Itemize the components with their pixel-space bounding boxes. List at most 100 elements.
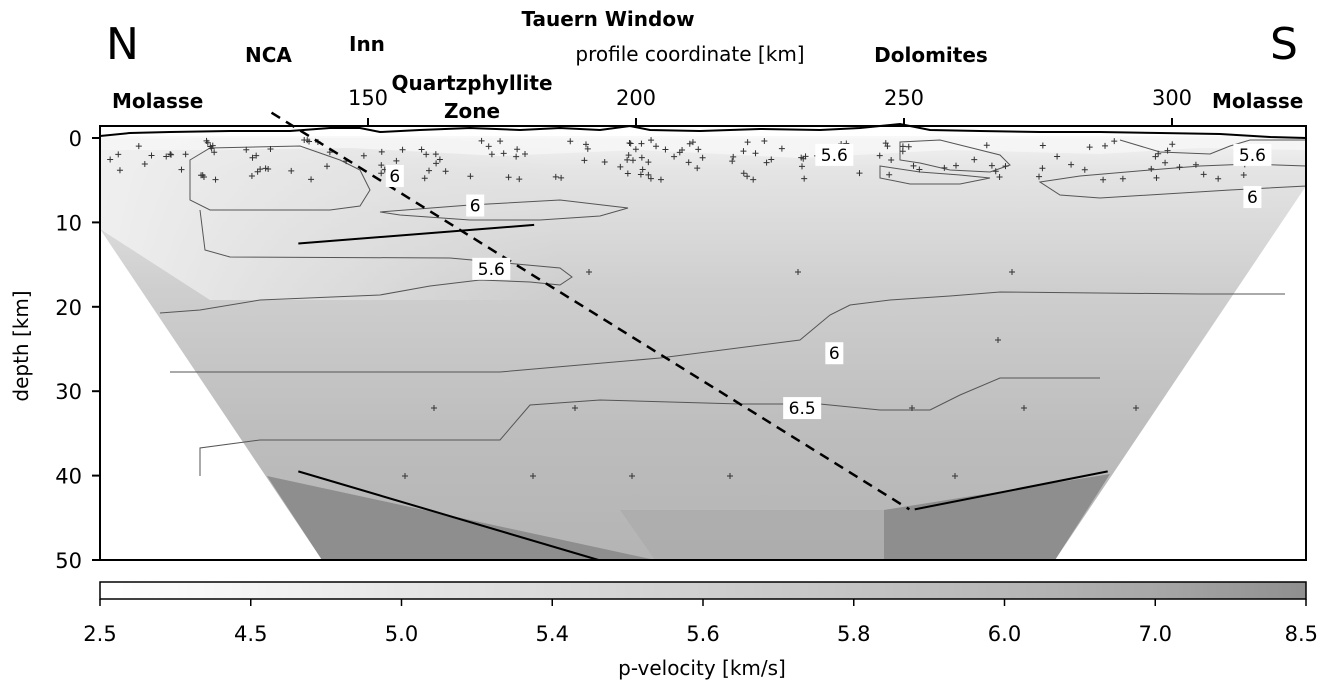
coverage-marker [695,146,702,153]
northern-low-velocity-zone [100,138,560,300]
coverage-marker [637,171,644,178]
contour-label: 6 [466,194,485,217]
coverage-marker [514,146,521,153]
coverage-marker [324,163,331,170]
dashed-profile-line [270,111,911,511]
coverage-marker [1100,176,1107,183]
colorbar-label: p-velocity [km/s] [618,656,786,680]
coverage-marker [421,175,428,182]
svg-text:6: 6 [389,167,400,187]
coverage-marker [1153,174,1160,181]
coverage-marker [182,151,189,158]
coverage-marker [996,173,1003,180]
coverage-marker [488,151,495,158]
svg-text:6: 6 [470,197,481,217]
coverage-marker [467,173,474,180]
coverage-marker [1215,175,1222,182]
coverage-marker [888,156,895,163]
coverage-marker [740,170,747,177]
svg-text:6.5: 6.5 [789,399,816,419]
mantle-zone-south [884,474,1110,560]
coverage-marker [208,145,215,152]
coverage-marker [402,473,408,479]
region-label-inn: Inn [349,32,385,56]
coverage-marker [497,138,504,145]
coverage-marker [744,173,751,180]
coverage-marker [624,156,631,163]
coverage-marker [1200,171,1207,178]
x-tick-label: 250 [884,86,924,110]
coverage-marker [378,170,385,177]
boundary-line [298,470,599,561]
coverage-marker [288,167,295,174]
colorbar-tick-label: 6.0 [988,622,1021,646]
coverage-marker [308,176,315,183]
coverage-marker [1152,153,1159,160]
coverage-marker [1009,269,1015,275]
plot-area: 6 6 5.6 5.6 5.6 6 6 6.5 [99,111,1307,561]
coverage-marker [552,173,559,180]
coverage-marker [1169,141,1176,148]
colorbar-tick-label: 8.5 [1285,622,1318,646]
coverage-marker [378,148,385,155]
coverage-marker [638,140,645,147]
coverage-marker [647,175,654,182]
coverage-marker [249,154,256,161]
coverage-marker [522,151,529,158]
coverage-marker [304,137,311,144]
coverage-marker [1002,163,1009,170]
contour-labels: 6 6 5.6 5.6 5.6 6 6 6.5 [385,143,1272,420]
coverage-marker [676,149,683,156]
coverage-marker [212,176,219,183]
coverage-marker [740,148,747,155]
coverage-marker [617,163,624,170]
svg-text:5.6: 5.6 [821,146,848,166]
coverage-marker [882,140,889,147]
coverage-marker [629,473,635,479]
coverage-marker [1119,175,1126,182]
coverage-marker [433,160,440,167]
coverage-marker [729,158,736,165]
coverage-marker [1192,161,1199,168]
y-axis-ticks: 0 10 20 30 40 50 [55,127,100,573]
coverage-marker [645,171,652,178]
coverage-marker [1102,142,1109,149]
coverage-marker [778,145,785,152]
coverage-marker [485,143,492,150]
coverage-marker [1148,165,1155,172]
coverage-marker [639,166,646,173]
coverage-marker [1036,173,1043,180]
coverage-marker [768,156,775,163]
y-tick-label: 50 [55,549,82,573]
boundary-line [914,470,1108,511]
coverage-marker [267,145,274,152]
coverage-marker [941,164,948,171]
contour-label: 5.6 [815,143,854,166]
region-label-tauern-window: Tauern Window [521,7,694,31]
geometry-lines [270,111,1108,561]
coverage-marker [645,159,652,166]
coverage-marker [632,146,639,153]
coverage-marker [629,157,636,164]
coverage-marker [648,137,655,144]
coverage-marker [418,146,425,153]
coverage-marker [657,176,664,183]
coverage-marker [478,137,485,144]
coverage-marker [992,168,999,175]
coverage-marker [983,142,990,149]
contour-label: 5.6 [472,257,511,280]
colorbar-tick-label: 4.5 [234,622,267,646]
coverage-marker [689,139,696,146]
coverage-marker [378,162,385,169]
colorbar-tick-label: 5.4 [536,622,569,646]
region-label-nca: NCA [245,43,292,67]
x-tick-label: 150 [348,86,388,110]
colorbar-tick-label: 5.0 [385,622,418,646]
coverage-marker [167,151,174,158]
coverage-marker [1164,147,1171,154]
x-tick-label: 200 [616,86,656,110]
coverage-marker [431,405,437,411]
coverage-marker [727,473,733,479]
coverage-marker [601,159,608,166]
coverage-marker [886,171,893,178]
